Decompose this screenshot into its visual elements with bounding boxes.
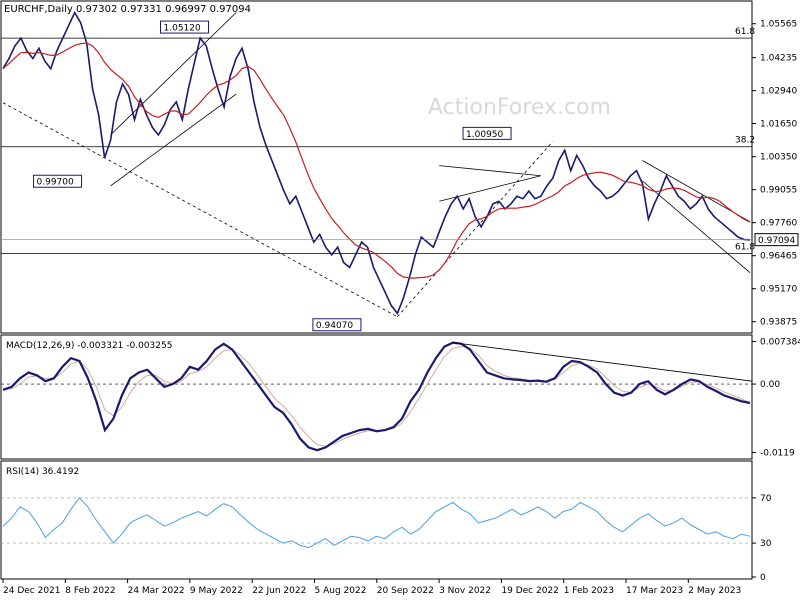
x-tick-label: 1 Feb 2023: [564, 586, 614, 596]
y-tick-label: 0.00: [760, 380, 780, 390]
triangle-line: [439, 175, 541, 202]
annotation-label: 1.05120: [164, 24, 201, 34]
annotation-label: 0.94070: [316, 321, 353, 331]
price-layer: 61.8 38.2 61.8 1.05120 0.99700 1.00950 0.94070: [1, 10, 755, 332]
x-tick-label: 2 May 2023: [688, 586, 741, 596]
annotation-label: 1.00950: [466, 130, 503, 140]
x-tick-label: 3 Nov 2022: [439, 586, 491, 596]
macd-title: MACD(12,26,9) -0.003321 -0.003255: [6, 341, 172, 351]
channel-line-upper: [110, 12, 237, 136]
annotation-box: [33, 174, 83, 188]
axes-layer: 1.05565 1.04235 1.02940 1.01650 1.00350 0.990…: [2, 20, 800, 596]
falling-channel-line: [642, 180, 751, 273]
price-series: [2, 10, 751, 315]
y-tick-label: 0.007384: [760, 338, 800, 348]
fib-label: 61.8: [735, 243, 755, 253]
y-tick-label: 1.00350: [760, 153, 797, 163]
rsi-pane-frame: [0, 460, 753, 580]
macd-series: [2, 341, 751, 452]
y-tick-label: 0.95170: [760, 285, 797, 295]
annotation-box: [462, 126, 512, 140]
annotation-label: 0.99700: [37, 178, 74, 188]
y-tick-label: 1.01650: [760, 120, 797, 130]
x-tick-label: 20 Sep 2022: [377, 586, 434, 596]
y-tick-label: 1.05565: [760, 20, 797, 30]
price-pane-frame: [0, 0, 753, 334]
x-tick-label: 17 Mar 2023: [626, 586, 683, 596]
macd-pane-frame: [0, 334, 753, 460]
annotation-box: [160, 20, 210, 34]
y-tick-label: -0.0119: [760, 449, 795, 459]
x-tick-label: 5 Aug 2022: [315, 586, 367, 596]
channel-line-lower: [110, 93, 237, 187]
current-price-box: [754, 233, 799, 247]
macd-layer: MACD(12,26,9) -0.003321 -0.003255: [1, 341, 753, 452]
rsi-series: [2, 497, 751, 549]
y-tick-label: 0: [760, 573, 766, 583]
y-tick-label: 0.93875: [760, 318, 797, 328]
watermark-text: ActionForex.com: [428, 95, 611, 120]
y-tick-label: 0.99055: [760, 186, 797, 196]
triangle-line: [439, 165, 541, 177]
current-price-label: 0.97094: [758, 236, 795, 246]
moving-average-series: [2, 42, 751, 279]
annotation-box: [312, 318, 362, 332]
rsi-title: RSI(14) 36.4192: [6, 467, 79, 477]
y-tick-label: 0.96465: [760, 252, 797, 262]
trend-line-dashed: [2, 102, 398, 318]
x-tick-label: 9 May 2022: [190, 586, 243, 596]
x-tick-label: 24 Mar 2022: [128, 586, 185, 596]
chart-title: EURCHF,Daily 0.97302 0.97331 0.96997 0.9…: [4, 4, 251, 15]
fib-label: 38.2: [735, 136, 755, 146]
y-tick-label: 70: [760, 494, 772, 504]
macd-trend-line: [452, 342, 753, 382]
x-tick-label: 22 Jun 2022: [252, 586, 306, 596]
y-tick-label: 30: [760, 539, 772, 549]
symbol-label: EURCHF,Daily: [4, 4, 73, 15]
trend-line-dashed: [397, 141, 554, 318]
ohlc-values: 0.97302 0.97331 0.96997 0.97094: [76, 4, 251, 15]
y-tick-label: 1.04235: [760, 54, 797, 64]
x-tick-label: 8 Feb 2022: [65, 586, 115, 596]
rsi-layer: RSI(14) 36.4192: [1, 467, 752, 549]
y-tick-label: 0.97760: [760, 219, 797, 229]
y-tick-label: 1.02940: [760, 87, 797, 97]
x-tick-label: 24 Dec 2021: [3, 586, 61, 596]
x-tick-label: 19 Dec 2022: [501, 586, 559, 596]
fib-label: 61.8: [735, 27, 755, 37]
